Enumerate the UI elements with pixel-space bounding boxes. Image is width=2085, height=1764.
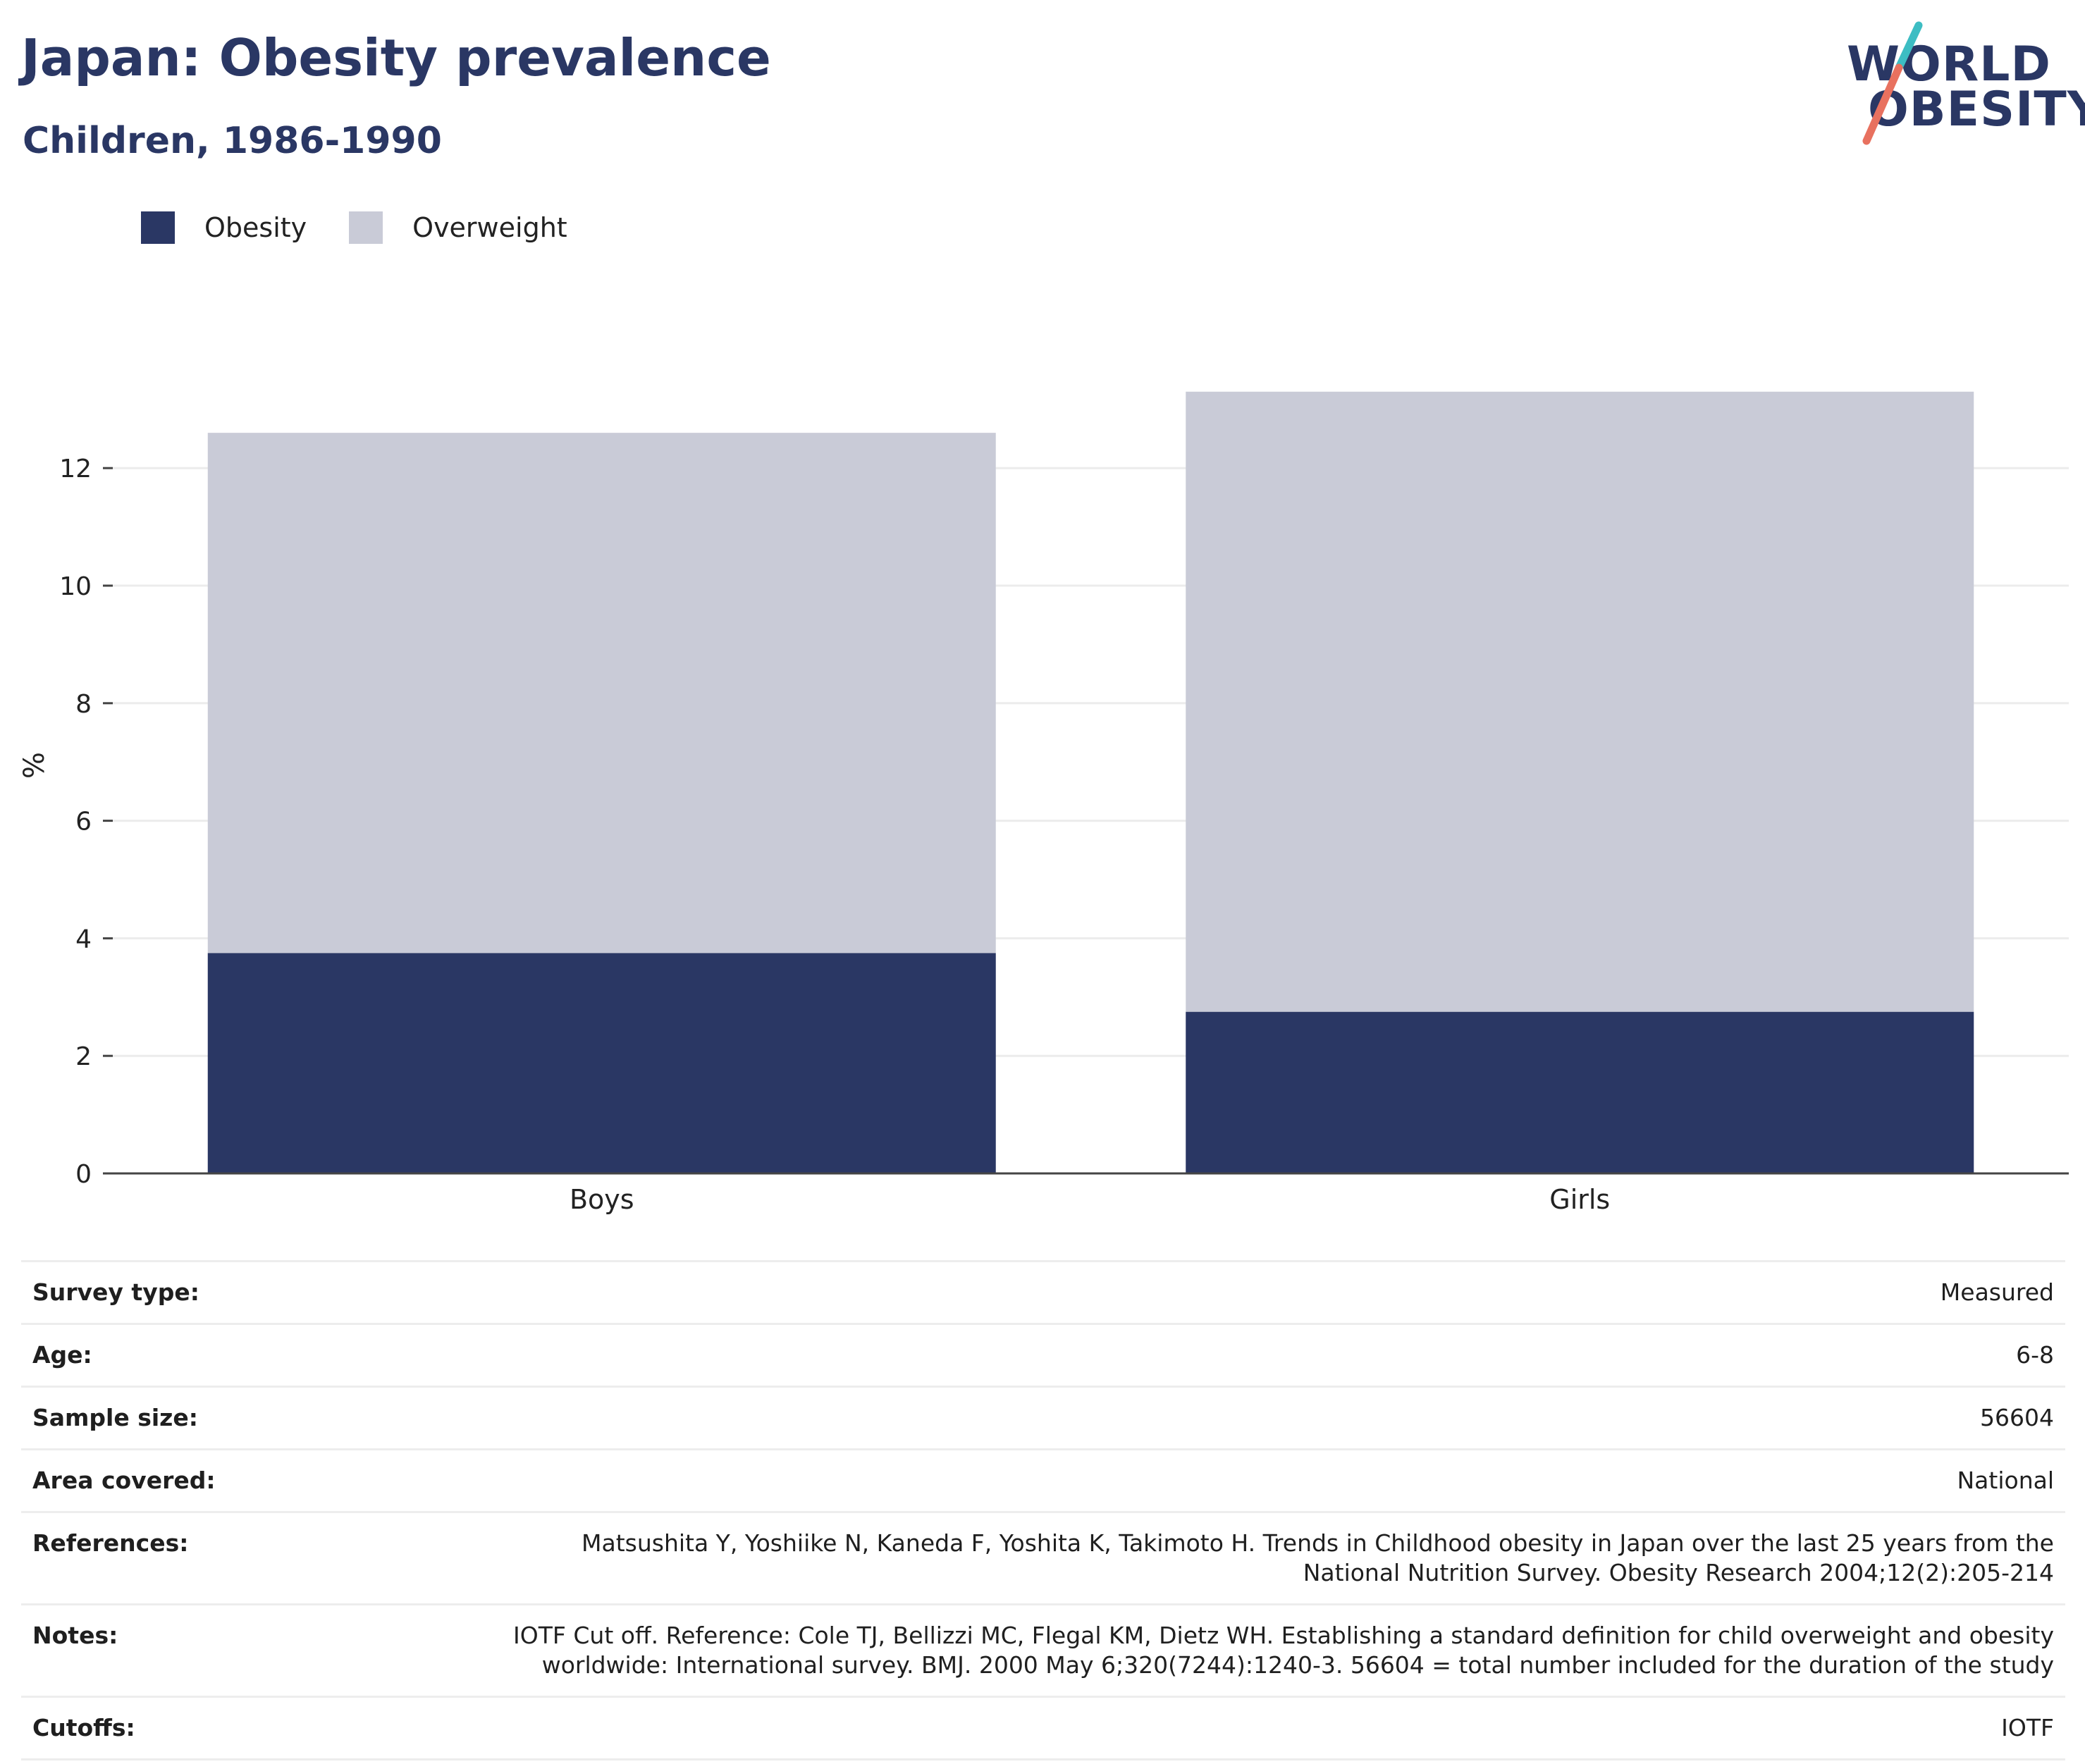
y-axis-title: % bbox=[18, 752, 51, 779]
legend-swatch-overweight bbox=[349, 211, 383, 244]
logo-slash-icon bbox=[1862, 21, 1923, 145]
stacked-bar-chart: 0 2 4 6 8 10 12 Boys Girls % bbox=[18, 391, 2069, 1215]
info-value: IOTF Cut off. Reference: Cole TJ, Belliz… bbox=[467, 1603, 2065, 1697]
y-tick-label: 8 bbox=[75, 690, 92, 719]
info-row: Sample size: 56604 bbox=[21, 1386, 2065, 1450]
legend-label-obesity: Obesity bbox=[204, 212, 307, 243]
legend-item-overweight[interactable]: Overweight bbox=[349, 211, 567, 244]
bar-obesity-boys[interactable] bbox=[207, 953, 996, 1173]
bar-obesity-girls[interactable] bbox=[1186, 1011, 1974, 1173]
x-tick-label: Girls bbox=[1549, 1184, 1610, 1215]
legend-swatch-obesity bbox=[141, 211, 175, 244]
info-label: Sample size: bbox=[21, 1386, 467, 1450]
info-value: Matsushita Y, Yoshiike N, Kaneda F, Yosh… bbox=[467, 1511, 2065, 1605]
info-row: Notes: IOTF Cut off. Reference: Cole TJ, … bbox=[21, 1603, 2065, 1697]
info-value: IOTF bbox=[467, 1696, 2065, 1760]
x-tick-label: Boys bbox=[570, 1184, 634, 1215]
world-obesity-logo: WORLD OBESITY bbox=[1840, 21, 2085, 148]
info-label: Notes: bbox=[21, 1603, 467, 1697]
survey-info-table: Survey type: Measured Age: 6-8 Sample size: 5… bbox=[21, 1260, 2065, 1760]
bar-overweight-girls[interactable] bbox=[1186, 391, 1974, 1012]
y-tick-label: 0 bbox=[75, 1160, 92, 1189]
info-row: References: Matsushita Y, Yoshiike N, Kan… bbox=[21, 1511, 2065, 1605]
y-tick-label: 10 bbox=[59, 572, 92, 601]
chart-legend: Obesity Overweight bbox=[141, 211, 610, 244]
y-tick-label: 4 bbox=[75, 925, 92, 954]
logo-text-line2: OBESITY bbox=[1868, 82, 2085, 137]
info-label: Cutoffs: bbox=[21, 1696, 467, 1760]
info-row: Age: 6-8 bbox=[21, 1323, 2065, 1387]
legend-item-obesity[interactable]: Obesity bbox=[141, 211, 307, 244]
bars bbox=[207, 391, 1974, 1173]
axes: 0 2 4 6 8 10 12 Boys Girls bbox=[59, 455, 2069, 1215]
info-label: Age: bbox=[21, 1323, 467, 1387]
logo-text-line1: WORLD bbox=[1847, 37, 2051, 92]
info-row: Area covered: National bbox=[21, 1448, 2065, 1512]
info-value: 56604 bbox=[467, 1386, 2065, 1450]
y-tick-label: 2 bbox=[75, 1042, 92, 1071]
info-label: Area covered: bbox=[21, 1448, 467, 1512]
info-row: Survey type: Measured bbox=[21, 1260, 2065, 1324]
chart-title: Japan: Obesity prevalence bbox=[21, 28, 771, 87]
chart-subtitle: Children, 1986-1990 bbox=[23, 120, 442, 162]
info-row: Cutoffs: IOTF bbox=[21, 1696, 2065, 1760]
bar-overweight-boys[interactable] bbox=[207, 433, 996, 954]
y-tick-label: 12 bbox=[59, 455, 92, 483]
info-value: 6-8 bbox=[467, 1323, 2065, 1387]
y-tick-label: 6 bbox=[75, 808, 92, 837]
info-label: References: bbox=[21, 1511, 467, 1605]
info-value: Measured bbox=[467, 1260, 2065, 1324]
info-value: National bbox=[467, 1448, 2065, 1512]
legend-label-overweight: Overweight bbox=[412, 212, 567, 243]
info-label: Survey type: bbox=[21, 1260, 467, 1324]
